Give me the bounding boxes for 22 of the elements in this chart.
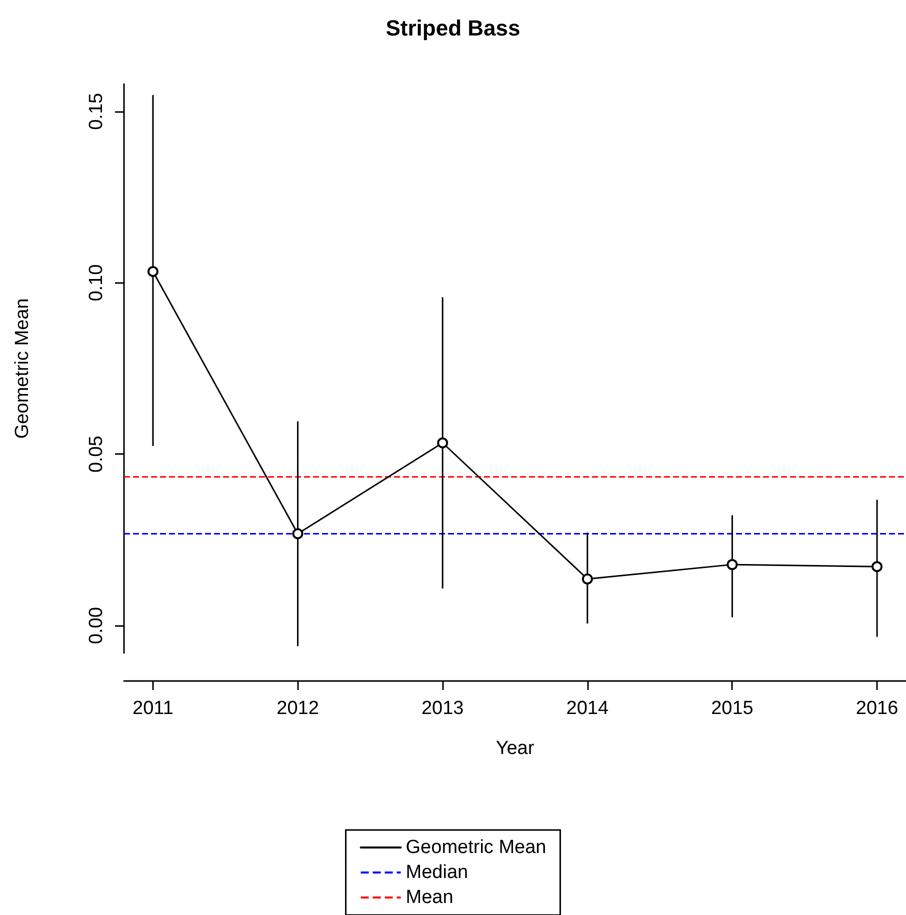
point xyxy=(582,573,593,584)
y-tick-label: 0.00 xyxy=(86,607,107,644)
y-tick-label: 0.05 xyxy=(86,436,107,473)
point xyxy=(147,266,158,277)
x-tick-label: 2015 xyxy=(711,698,754,719)
x-tick-label: 2014 xyxy=(566,698,609,719)
x-tick-label: 2011 xyxy=(132,698,174,719)
chart-title: Striped Bass xyxy=(386,16,520,40)
point xyxy=(726,559,738,570)
x-axis-title: Year xyxy=(496,738,535,759)
point xyxy=(872,561,883,572)
x-tick-label: 2013 xyxy=(421,698,464,719)
y-tick-label: 0.10 xyxy=(86,264,107,302)
point xyxy=(292,528,304,540)
x-tick-label: 2012 xyxy=(276,698,319,719)
y-tick-label: 0.15 xyxy=(86,92,107,130)
x-tick-label: 2016 xyxy=(856,698,898,719)
legend-label: Median xyxy=(406,862,468,883)
legend-label: Mean xyxy=(406,887,454,908)
y-axis-title: Geometric Mean xyxy=(12,298,33,439)
point xyxy=(437,437,448,448)
legend-label: Geometric Mean xyxy=(406,837,546,858)
